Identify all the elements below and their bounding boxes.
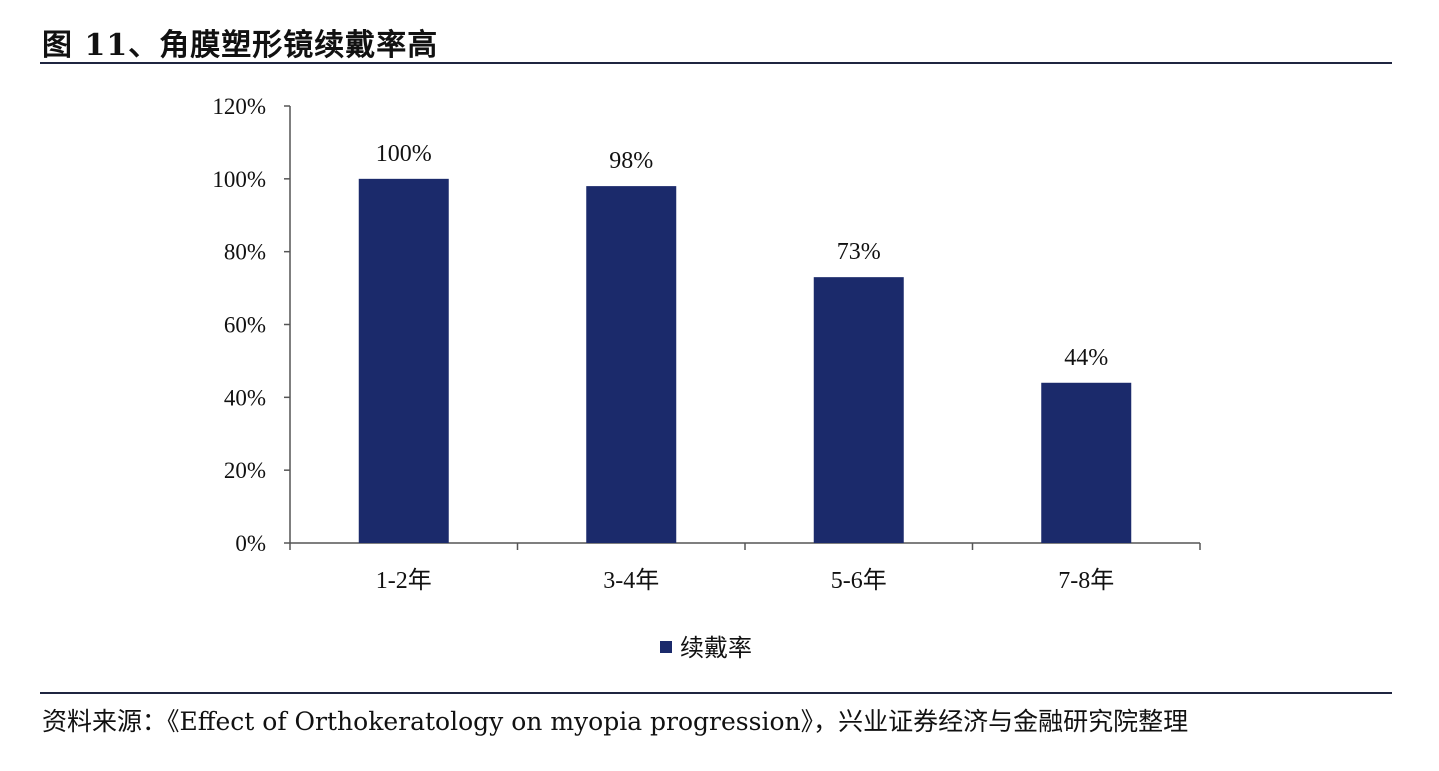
source-note: 资料来源：《Effect of Orthokeratology on myopi…: [42, 707, 1189, 736]
y-tick-label: 20%: [224, 458, 266, 483]
data-label: 73%: [837, 239, 881, 265]
bar: [358, 178, 449, 544]
y-tick-label: 0%: [235, 531, 266, 556]
legend-swatch: [660, 641, 672, 653]
x-tick-label: 5-6年: [831, 567, 887, 594]
data-label: 44%: [1064, 345, 1108, 371]
y-tick-label: 100%: [212, 167, 266, 192]
chart-title: 图 11、角膜塑形镜续戴率高: [42, 28, 439, 63]
x-tick-label: 7-8年: [1058, 567, 1114, 594]
legend-label: 续戴率: [680, 635, 752, 662]
y-tick-label: 80%: [224, 240, 266, 265]
y-tick-label: 60%: [224, 313, 266, 338]
bar: [813, 277, 904, 543]
bar: [1041, 382, 1132, 543]
bar: [586, 186, 677, 543]
y-tick-label: 120%: [212, 94, 266, 119]
x-tick-label: 3-4年: [603, 567, 659, 594]
source-divider: [40, 692, 1392, 694]
data-label: 98%: [609, 148, 653, 174]
title-divider: [40, 62, 1392, 64]
y-tick-label: 40%: [224, 385, 266, 410]
x-tick-label: 1-2年: [376, 567, 432, 594]
data-label: 100%: [376, 141, 432, 167]
